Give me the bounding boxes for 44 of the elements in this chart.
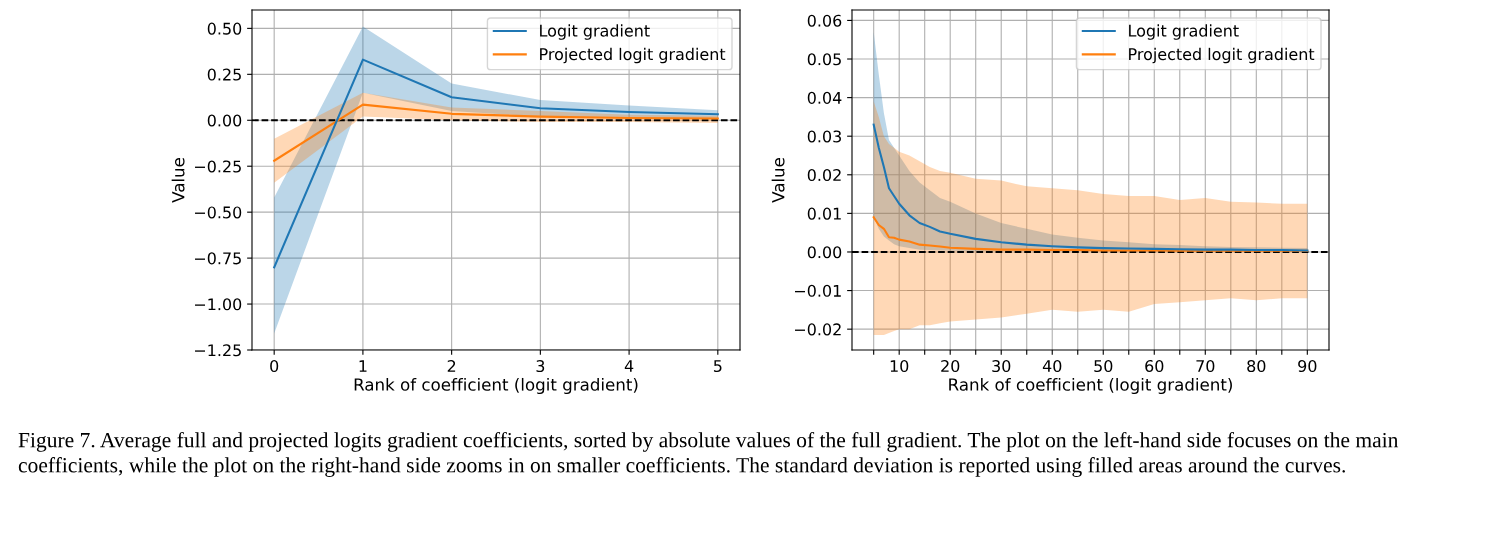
x-tick-label: 20 — [941, 360, 960, 373]
x-tick-label: 10 — [890, 360, 909, 373]
x-tick-label: 90 — [1298, 360, 1317, 373]
x-tick-label: 3 — [536, 360, 545, 373]
y-tick-label: −0.50 — [195, 206, 242, 219]
line-series — [872, 216, 1309, 252]
y-tick-label: −1.00 — [195, 298, 242, 311]
y-tick-label: 0.01 — [807, 207, 841, 220]
x-tick-label: 2 — [447, 360, 456, 372]
x-tick-label: 1 — [359, 360, 367, 372]
y-tick-label: −0.25 — [195, 160, 241, 173]
y-tick-label: −0.02 — [795, 323, 841, 336]
y-axis-title: Value — [171, 158, 185, 203]
y-tick-label: 0.04 — [807, 91, 842, 104]
caption: Figure 7. Average full and projected logits gradient coefficients, sorted by absolute values of the full gradient. The plot on the left-hand side focuses on the main coefficients, while the plot on the right-hand side zooms in on smaller coefficients. The standard deviation is reported using filled areas around the curves. — [18, 432, 1399, 477]
line-series — [273, 103, 719, 162]
legend-label: Projected logit gradient — [540, 47, 726, 64]
y-tick-label: 0.02 — [807, 169, 841, 182]
x-tick-label: 4 — [624, 360, 634, 372]
y-tick-label: −0.01 — [795, 284, 841, 297]
y-tick-label: −1.25 — [195, 344, 241, 357]
x-tick-label: 60 — [1145, 360, 1164, 373]
y-tick-label: 0.25 — [207, 68, 241, 81]
legend-label: Logit gradient — [540, 24, 650, 40]
x-tick-label: 70 — [1196, 360, 1215, 373]
x-axis-title: Rank of coefficient (logit gradient) — [354, 377, 638, 395]
y-tick-label: 0.50 — [207, 22, 242, 35]
y-axis-title: Value — [771, 158, 785, 203]
y-tick-label: −0.75 — [195, 252, 241, 265]
x-tick-label: 50 — [1094, 360, 1113, 373]
legend-label: Projected logit gradient — [1129, 47, 1315, 64]
y-tick-label: 0.00 — [807, 246, 842, 259]
y-tick-label: 0.03 — [807, 130, 841, 143]
x-tick-label: 40 — [1042, 360, 1062, 373]
line-series — [872, 123, 1309, 252]
y-tick-label: 0.06 — [807, 14, 842, 27]
y-tick-label: 0.05 — [807, 53, 841, 66]
legend-label: Logit gradient — [1129, 24, 1239, 40]
x-tick-label: 5 — [713, 360, 722, 373]
x-tick-label: 80 — [1247, 360, 1266, 373]
x-tick-label: 0 — [270, 360, 279, 373]
x-tick-label: 30 — [992, 360, 1011, 373]
y-tick-label: 0.00 — [207, 114, 242, 127]
x-axis-title: Rank of coefficient (logit gradient) — [949, 377, 1232, 395]
